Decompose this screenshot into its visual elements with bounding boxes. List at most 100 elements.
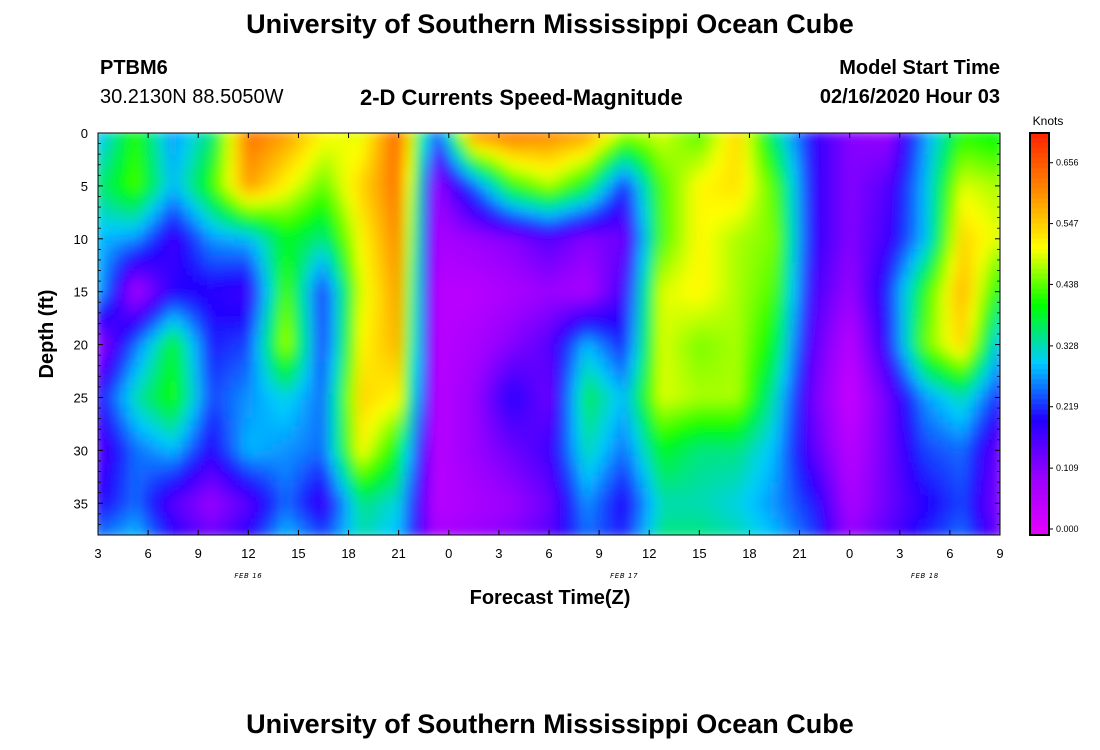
heatmap-cell — [422, 337, 433, 345]
heatmap-cell — [610, 274, 621, 282]
heatmap-cell — [196, 381, 208, 389]
heatmap-cell — [149, 261, 161, 270]
heatmap-cell — [102, 374, 114, 383]
heatmap-cell — [375, 374, 386, 383]
heatmap-cell — [581, 337, 593, 345]
heatmap-cell — [600, 261, 612, 270]
heatmap-cell — [177, 374, 189, 383]
heatmap-cell — [365, 142, 377, 150]
heatmap-cell — [243, 412, 255, 420]
heatmap-cell — [140, 330, 151, 339]
heatmap-cell — [553, 299, 565, 307]
heatmap-cell — [224, 487, 236, 496]
heatmap-cell — [516, 330, 527, 339]
heatmap-cell — [328, 186, 339, 194]
heatmap-cell — [610, 167, 621, 175]
heatmap-cell — [685, 180, 696, 188]
heatmap-cell — [722, 399, 734, 408]
heatmap-cell — [572, 355, 583, 364]
heatmap-cell — [497, 249, 508, 257]
heatmap-cell — [177, 418, 189, 427]
heatmap-cell — [403, 286, 414, 295]
heatmap-cell — [619, 318, 630, 326]
heatmap-cell — [779, 355, 790, 364]
heatmap-cell — [487, 387, 499, 395]
heatmap-cell — [365, 255, 377, 263]
heatmap-cell — [741, 286, 753, 295]
heatmap-cell — [159, 205, 170, 213]
heatmap-cell — [346, 362, 358, 370]
heatmap-cell — [328, 443, 339, 452]
heatmap-cell — [506, 236, 518, 244]
heatmap-cell — [168, 268, 179, 276]
heatmap-cell — [553, 431, 565, 439]
heatmap-cell — [271, 469, 283, 477]
heatmap-cell — [459, 418, 471, 427]
heatmap-cell — [666, 186, 677, 194]
heatmap-cell — [534, 494, 546, 502]
heatmap-cell — [403, 217, 414, 226]
heatmap-cell — [168, 192, 179, 200]
heatmap-cell — [318, 180, 330, 188]
heatmap-cell — [243, 224, 255, 232]
heatmap-cell — [328, 456, 339, 464]
heatmap-cell — [675, 437, 687, 445]
heatmap-cell — [159, 142, 170, 150]
heatmap-cell — [807, 148, 818, 156]
heatmap-cell — [356, 211, 367, 219]
heatmap-cell — [149, 399, 161, 408]
heatmap-cell — [525, 142, 536, 150]
heatmap-cell — [98, 456, 104, 464]
heatmap-cell — [365, 343, 377, 351]
heatmap-cell — [600, 393, 612, 401]
heatmap-cell — [412, 500, 424, 508]
heatmap-cell — [572, 293, 583, 301]
heatmap-cell — [290, 525, 302, 533]
heatmap-cell — [572, 154, 583, 163]
heatmap-cell — [797, 469, 809, 477]
heatmap-cell — [544, 418, 555, 427]
heatmap-cell — [393, 318, 405, 326]
heatmap-cell — [525, 399, 536, 408]
heatmap-cell — [384, 355, 395, 364]
heatmap-cell — [506, 337, 518, 345]
heatmap-cell — [572, 381, 583, 389]
heatmap-cell — [628, 230, 640, 238]
heatmap-cell — [685, 387, 696, 395]
heatmap-cell — [393, 186, 405, 194]
heatmap-cell — [365, 312, 377, 320]
heatmap-cell — [619, 286, 630, 295]
heatmap-cell — [506, 525, 518, 533]
heatmap-cell — [168, 494, 179, 502]
heatmap-cell — [206, 500, 217, 508]
heatmap-cell — [525, 173, 536, 182]
heatmap-cell — [412, 136, 424, 144]
heatmap-cell — [130, 494, 142, 502]
heatmap-cell — [450, 525, 461, 533]
heatmap-cell — [375, 236, 386, 244]
heatmap-cell — [591, 343, 602, 351]
heatmap-cell — [685, 211, 696, 219]
heatmap-cell — [516, 456, 527, 464]
heatmap-cell — [516, 437, 527, 445]
heatmap-cell — [478, 167, 489, 175]
heatmap-cell — [271, 186, 283, 194]
heatmap-cell — [234, 133, 245, 138]
heatmap-cell — [769, 399, 781, 408]
heatmap-cell — [657, 173, 668, 182]
heatmap-cell — [140, 286, 151, 295]
heatmap-cell — [469, 487, 480, 496]
heatmap-cell — [168, 198, 179, 207]
heatmap-cell — [478, 469, 489, 477]
heatmap-cell — [431, 431, 442, 439]
heatmap-cell — [177, 133, 189, 138]
heatmap-cell — [309, 274, 320, 282]
heatmap-cell — [159, 305, 170, 314]
heatmap-cell — [271, 462, 283, 471]
heatmap-cell — [544, 293, 555, 301]
heatmap-cell — [403, 136, 414, 144]
heatmap-cell — [337, 456, 348, 464]
heatmap-cell — [121, 180, 132, 188]
heatmap-cell — [243, 406, 255, 414]
heatmap-cell — [478, 136, 489, 144]
